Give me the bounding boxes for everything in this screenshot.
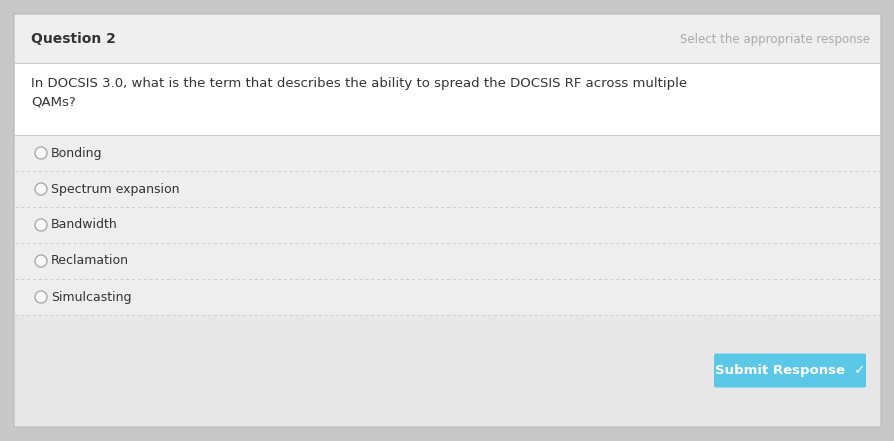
FancyBboxPatch shape xyxy=(15,135,879,171)
FancyBboxPatch shape xyxy=(14,14,880,427)
Circle shape xyxy=(35,147,47,159)
FancyBboxPatch shape xyxy=(15,315,879,426)
Text: Bonding: Bonding xyxy=(51,146,103,160)
FancyBboxPatch shape xyxy=(15,279,879,315)
FancyBboxPatch shape xyxy=(15,171,879,207)
FancyBboxPatch shape xyxy=(15,15,879,63)
Circle shape xyxy=(35,291,47,303)
FancyBboxPatch shape xyxy=(15,207,879,243)
Circle shape xyxy=(35,183,47,195)
Circle shape xyxy=(35,255,47,267)
Text: Question 2: Question 2 xyxy=(31,32,115,46)
Text: Spectrum expansion: Spectrum expansion xyxy=(51,183,180,195)
Text: Bandwidth: Bandwidth xyxy=(51,218,118,232)
Text: In DOCSIS 3.0, what is the term that describes the ability to spread the DOCSIS : In DOCSIS 3.0, what is the term that des… xyxy=(31,77,687,108)
Text: Submit Response  ✓: Submit Response ✓ xyxy=(714,364,864,377)
Text: Reclamation: Reclamation xyxy=(51,254,129,268)
FancyBboxPatch shape xyxy=(15,63,879,135)
Text: Select the appropriate response: Select the appropriate response xyxy=(679,33,869,45)
FancyBboxPatch shape xyxy=(713,354,865,388)
Text: Simulcasting: Simulcasting xyxy=(51,291,131,303)
FancyBboxPatch shape xyxy=(15,243,879,279)
Circle shape xyxy=(35,219,47,231)
